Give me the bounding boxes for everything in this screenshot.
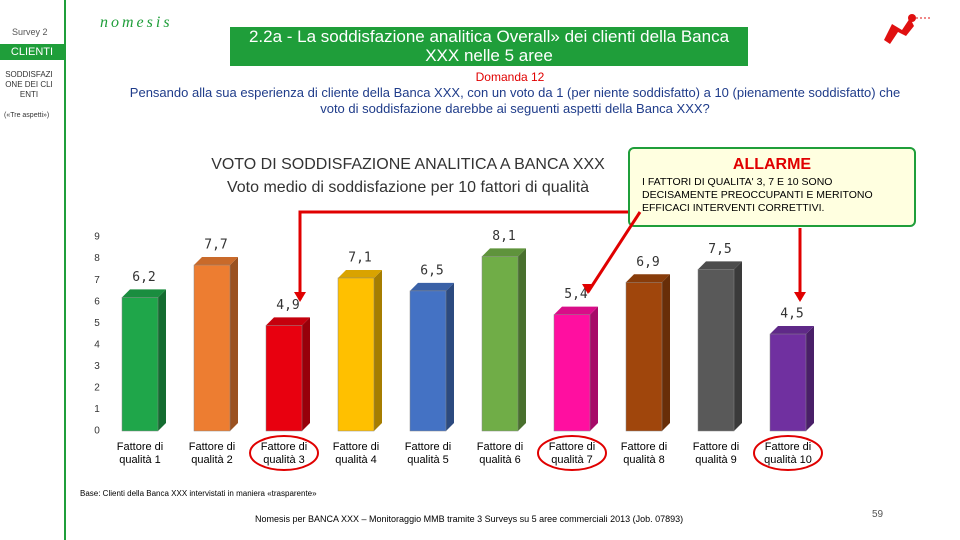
x-tick-label: Fattore di qualità 5 [404, 441, 452, 466]
header-title: 2.2a - La soddisfazione analitica Overal… [230, 27, 748, 66]
value-label: 7,1 [348, 250, 371, 265]
bar-side [158, 289, 166, 431]
alarm-circle [753, 435, 823, 471]
arrow-head [294, 292, 306, 302]
y-tick-label: 3 [94, 361, 100, 372]
survey-label: Survey 2 [12, 27, 48, 37]
alarm-circle [537, 435, 607, 471]
x-tick-label: Fattore di qualità 4 [332, 441, 380, 466]
section-label: CLIENTI [0, 44, 64, 60]
chart-subtitle: Voto medio di soddisfazione per 10 fatto… [227, 179, 589, 196]
y-tick-label: 6 [94, 296, 100, 307]
x-tick-label: Fattore di qualità 2 [188, 441, 236, 466]
base-note: Base: Clienti della Banca XXX intervista… [80, 489, 317, 498]
y-tick-label: 2 [94, 383, 100, 394]
bar [265, 325, 303, 432]
bar-top [482, 248, 526, 257]
bar [193, 264, 231, 432]
sidebar-rule [64, 0, 66, 540]
value-label: 4,5 [780, 307, 803, 322]
bar-top [194, 257, 238, 266]
bar [409, 290, 447, 432]
alarm-text: I FATTORI DI QUALITA' 3, 7 E 10 SONO DEC… [642, 176, 873, 214]
bar-side [302, 317, 310, 431]
y-tick-label: 4 [94, 339, 100, 350]
bar-side [518, 248, 526, 431]
value-label: 4,9 [276, 298, 299, 313]
y-tick-label: 7 [94, 275, 100, 286]
alarm-arrow [298, 210, 628, 300]
value-label: 6,2 [132, 270, 155, 285]
y-tick-label: 8 [94, 253, 100, 264]
y-tick-label: 5 [94, 318, 100, 329]
alarm-title: ALLARME [732, 156, 812, 173]
y-tick-label: 0 [94, 426, 100, 437]
bar-side [734, 261, 742, 431]
bar-top [266, 317, 310, 326]
bar-top [626, 274, 670, 283]
value-label: 7,7 [204, 238, 227, 253]
question-text: Pensando alla sua esperienza di cliente … [129, 85, 901, 116]
bar-top [698, 261, 742, 270]
bar [769, 333, 807, 432]
value-label: 6,9 [636, 255, 659, 270]
value-label: 5,4 [564, 287, 588, 302]
bar [337, 277, 375, 432]
topic-note: («Tre aspetti») [4, 112, 50, 119]
bar-top [122, 289, 166, 298]
bar [481, 256, 519, 432]
bar [625, 282, 663, 432]
bar-top [554, 306, 598, 315]
mascot-head [908, 14, 916, 22]
mascot-icon [884, 14, 932, 44]
bar [121, 297, 159, 432]
x-tick-label: Fattore di qualità 8 [620, 441, 668, 466]
chart-title: VOTO DI SODDISFAZIONE ANALITICA A BANCA … [211, 156, 605, 173]
topic-label: SODDISFAZIONE DEI CLIENTI [5, 70, 53, 99]
bar-side [590, 306, 598, 431]
alarm-box: ALLARME I FATTORI DI QUALITA' 3, 7 E 10 … [628, 147, 916, 227]
x-tick-label: Fattore di qualità 3 [260, 441, 308, 466]
y-tick-label: 1 [94, 404, 100, 415]
arrow-head [582, 284, 594, 294]
bar-top [338, 269, 382, 278]
x-tick-label: Fattore di qualità 10 [764, 441, 812, 466]
bar-side [446, 282, 454, 431]
x-tick-label: Fattore di qualità 7 [548, 441, 596, 466]
bar-side [230, 257, 238, 431]
value-label: 7,5 [708, 242, 731, 257]
mascot-shape [884, 18, 914, 44]
bar-top [410, 282, 454, 291]
x-tick-label: Fattore di qualità 1 [116, 441, 164, 466]
question-label: Domanda 12 [475, 70, 545, 84]
alarm-circle [249, 435, 319, 471]
x-tick-label: Fattore di qualità 6 [476, 441, 524, 466]
alarm-arrow [586, 211, 642, 293]
y-tick-label: 9 [94, 232, 100, 243]
x-tick-label: Fattore di qualità 9 [692, 441, 740, 466]
page-number: 59 [872, 509, 884, 520]
bar-side [374, 269, 382, 431]
footer: Nomesis per BANCA XXX – Monitoraggio MMB… [255, 514, 684, 524]
value-label: 8,1 [492, 229, 515, 244]
bar-side [662, 274, 670, 431]
arrow-head [794, 292, 806, 302]
bar-side [806, 326, 814, 431]
bar [697, 269, 735, 432]
value-label: 6,5 [420, 263, 443, 278]
bar [553, 314, 591, 432]
logo: nomesis [100, 14, 173, 31]
bar-top [770, 326, 814, 334]
